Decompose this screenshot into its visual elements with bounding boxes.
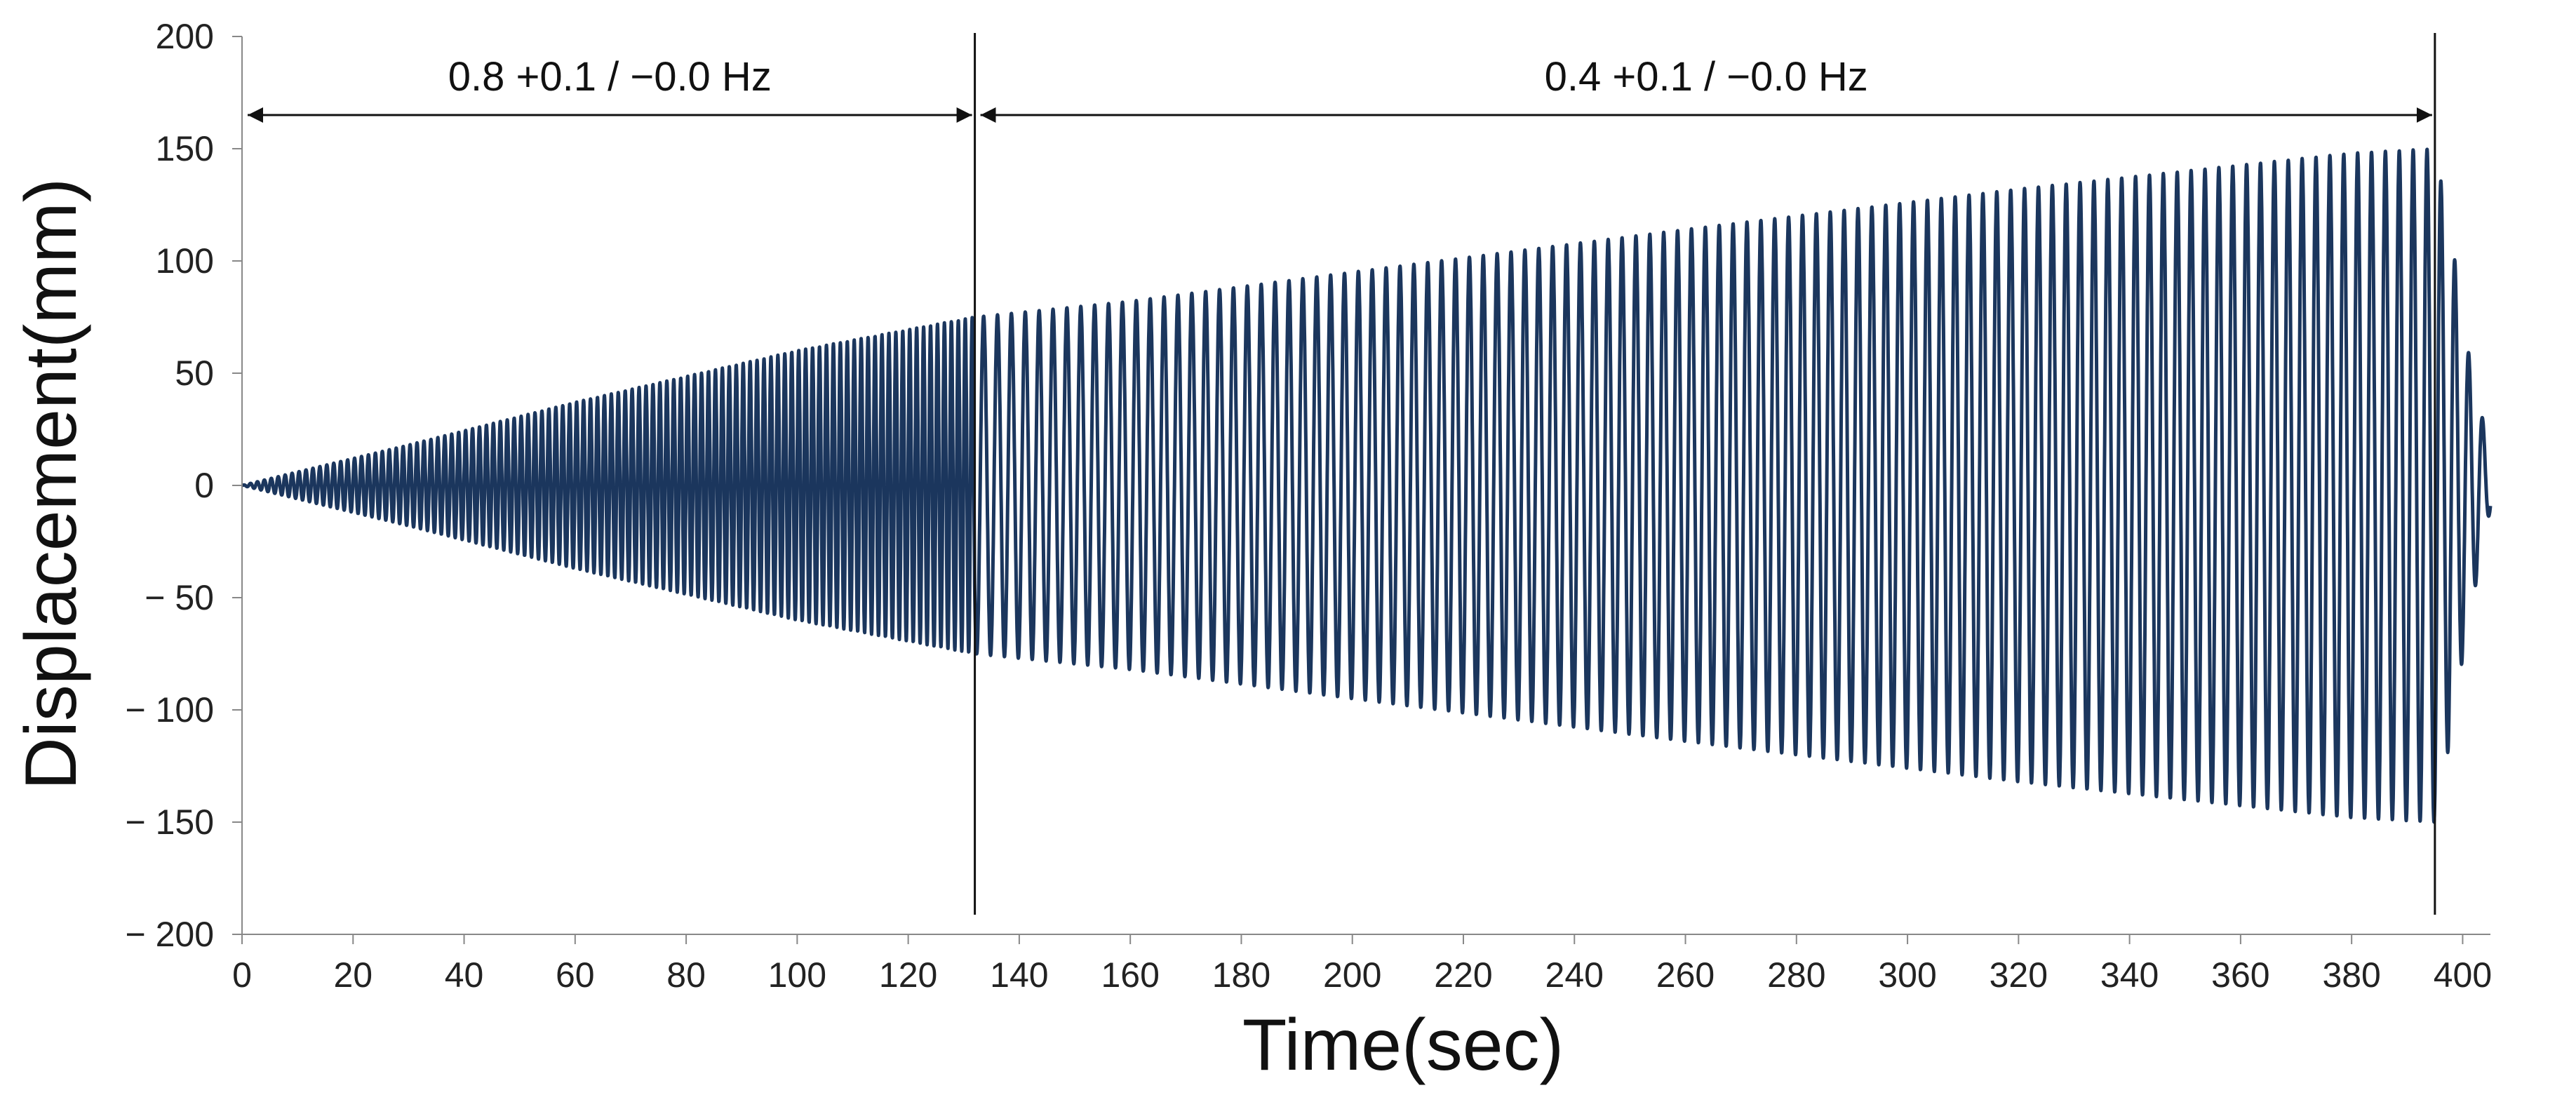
x-tick-label: 200 [1323,955,1381,995]
x-tick-label: 180 [1212,955,1270,995]
y-tick-label: − 50 [145,578,214,617]
x-tick-label: 300 [1878,955,1936,995]
x-tick-label: 0 [232,955,252,995]
x-tick-label: 60 [556,955,595,995]
axes-layer: 200 150 100 50 0 − 50 − 100 − 150 − 200 0 20 40 60 80… [125,17,2492,995]
x-tick-label: 100 [768,955,826,995]
y-tick-label: − 100 [125,690,214,730]
signal-layer [240,147,2493,824]
y-tick-label: 100 [156,241,214,281]
x-tick-label: 160 [1101,955,1159,995]
y-tick-label: 50 [175,354,214,393]
annotation-layer: 0.8 +0.1 / −0.0 Hz 0.4 +0.1 / −0.0 Hz [248,33,2436,915]
x-tick-label: 340 [2100,955,2159,995]
x-tick-label: 400 [2434,955,2492,995]
frequency-range-label: 0.8 +0.1 / −0.0 Hz [448,54,772,100]
y-axis-title: Displacement(mm) [11,178,92,791]
x-tick-label: 220 [1434,955,1492,995]
x-tick-label: 260 [1656,955,1715,995]
y-tick-label: − 150 [125,802,214,842]
x-tick-label: 80 [666,955,706,995]
x-tick-label: 140 [990,955,1048,995]
x-tick-label: 240 [1545,955,1604,995]
displacement-series-line [240,147,2493,824]
x-tick-label: 40 [445,955,484,995]
x-tick-label: 320 [1990,955,2048,995]
x-tick-label: 360 [2211,955,2269,995]
x-axis-title: Time(sec) [1242,1004,1564,1086]
x-tick-label: 20 [333,955,373,995]
x-tick-label: 280 [1767,955,1825,995]
y-tick-label: − 200 [125,915,214,954]
y-tick-label: 200 [156,17,214,56]
x-tick-label: 120 [879,955,937,995]
x-tick-label: 380 [2322,955,2380,995]
frequency-range-label: 0.4 +0.1 / −0.0 Hz [1545,54,1868,100]
y-tick-label: 150 [156,129,214,168]
y-tick-label: 0 [194,466,214,505]
